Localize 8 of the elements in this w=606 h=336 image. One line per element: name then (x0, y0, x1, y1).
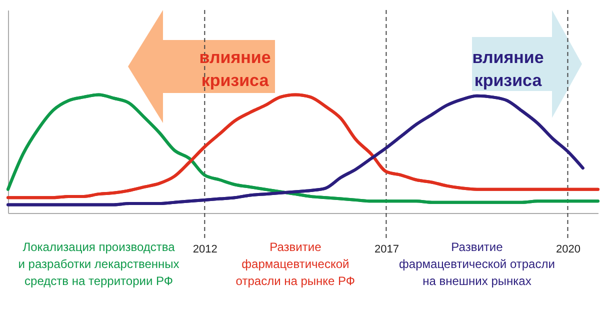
text: влияние кризиса (199, 48, 271, 90)
text: Развитие фармацевтической отрасли на рынке РФ (236, 240, 356, 288)
text: Локализация производства и разработки лекарственных средств на территории РФ (18, 240, 180, 288)
text: Развитие фармацевтической отрасли на внешних рынках (399, 240, 555, 288)
x-tick-label: 2020 (556, 244, 580, 256)
x-tick-label: 2012 (192, 244, 218, 256)
x-tick-label: 2017 (374, 244, 399, 256)
text: влияние кризиса (472, 48, 544, 90)
